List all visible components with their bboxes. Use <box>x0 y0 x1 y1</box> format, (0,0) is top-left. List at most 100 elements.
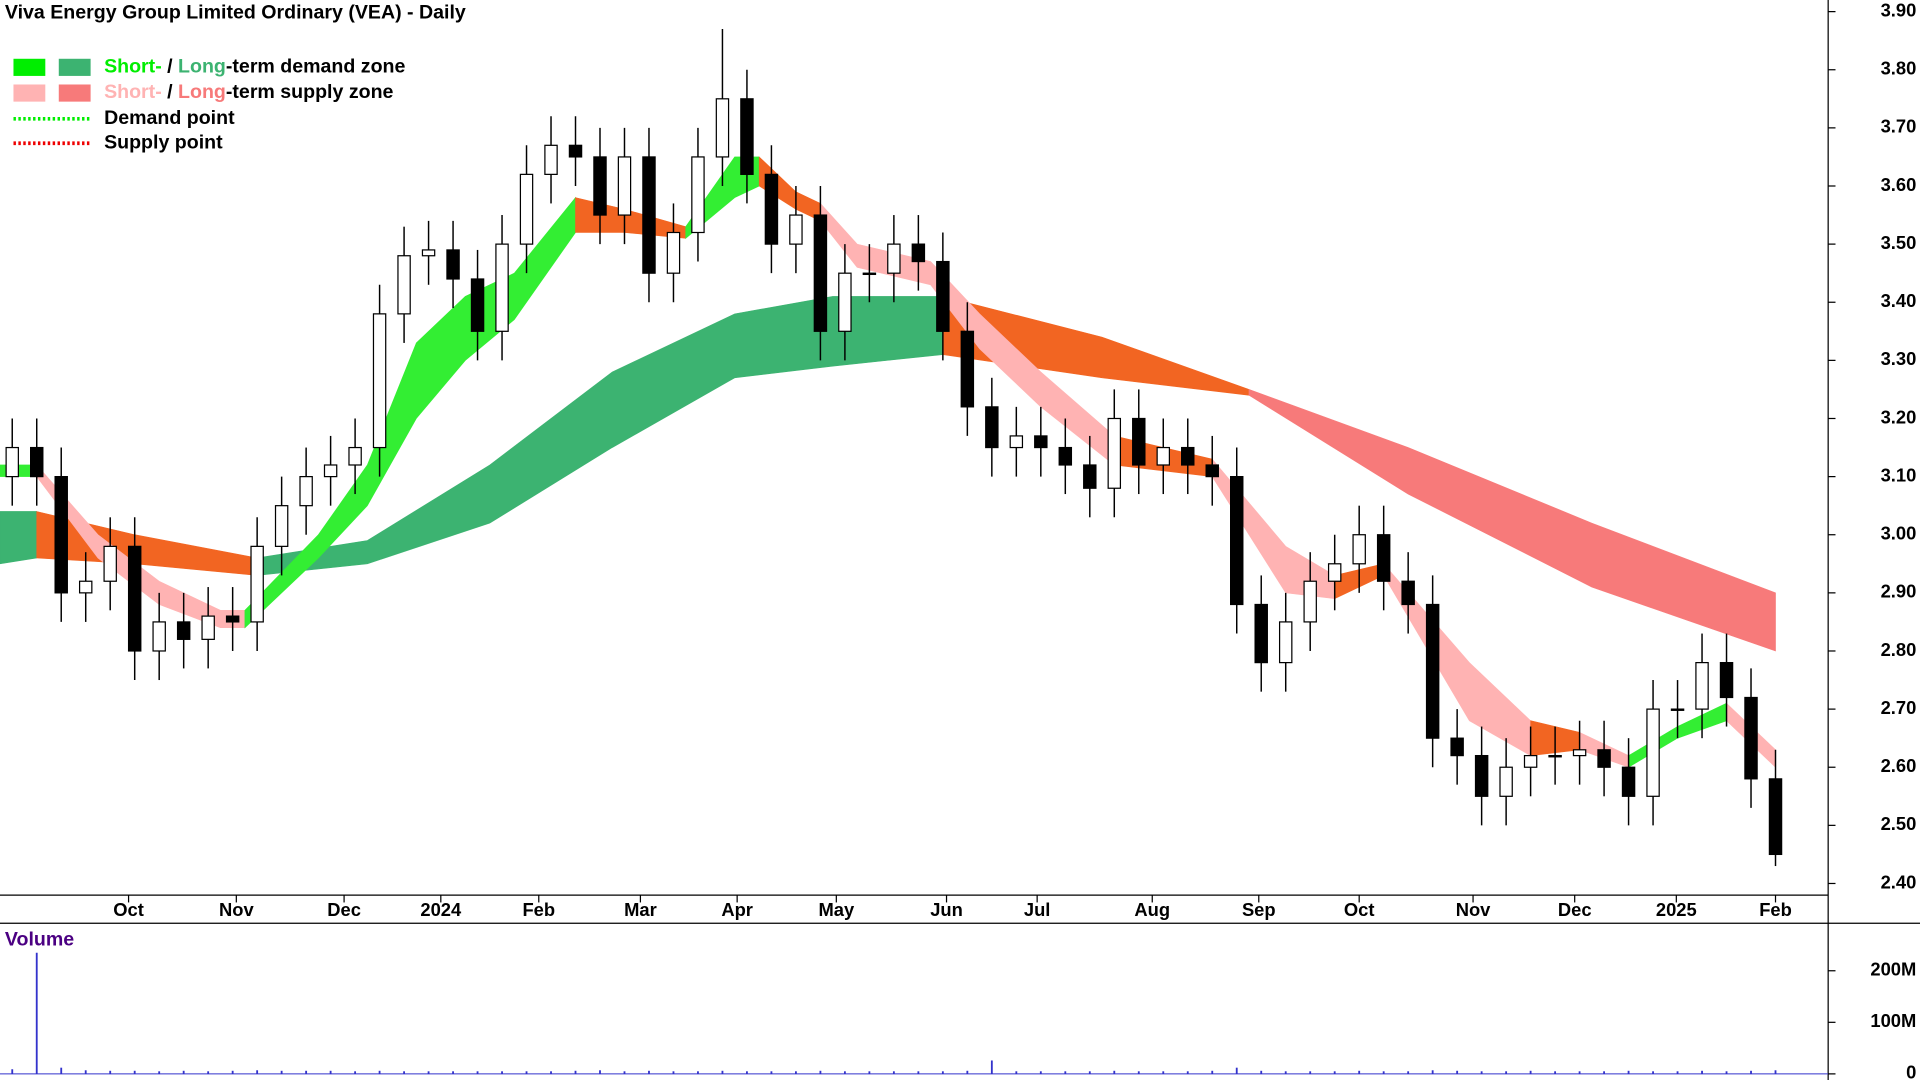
candle-body <box>642 156 656 274</box>
legend-text: Long <box>178 81 226 103</box>
candle-body <box>1621 766 1636 797</box>
candle-body <box>691 156 705 234</box>
y-tick-label: 3.00 <box>1881 523 1917 544</box>
legend-text: Supply point <box>104 131 223 153</box>
y-tick-label: 3.10 <box>1881 464 1917 485</box>
legend-text: -term demand zone <box>226 56 406 78</box>
legend-label: Supply point <box>104 131 223 153</box>
candle-body <box>127 545 142 652</box>
candle-body <box>323 464 338 478</box>
candle-body <box>1695 661 1709 710</box>
candle-body <box>225 615 240 623</box>
x-tick-label: 2025 <box>1656 899 1697 920</box>
y-tick-label: 3.80 <box>1881 58 1917 79</box>
candle-body <box>789 214 803 245</box>
x-tick-label: Nov <box>1456 899 1491 920</box>
candle-body <box>299 476 313 507</box>
candle-body <box>1254 603 1268 664</box>
candle-body <box>495 243 509 332</box>
legend-swatch <box>13 58 46 76</box>
y-tick-label: 0 <box>1906 1062 1916 1080</box>
candle-body <box>715 98 730 158</box>
candle-body <box>1425 603 1440 739</box>
candle-body <box>1205 464 1219 478</box>
candle-body <box>1572 749 1587 757</box>
candle-body <box>372 313 387 449</box>
x-tick-label: May <box>818 899 855 920</box>
candle-body <box>1107 417 1122 489</box>
candle-body <box>1303 580 1317 623</box>
candle-body <box>740 98 754 175</box>
candle-body <box>250 545 264 623</box>
legend-text: -term supply zone <box>226 81 394 103</box>
y-tick-label: 3.90 <box>1881 0 1917 20</box>
candle-body <box>1450 737 1464 757</box>
candle-body <box>5 446 19 478</box>
candle-body <box>274 505 289 547</box>
x-tick-label: Jul <box>1024 899 1051 920</box>
candle-body <box>544 144 558 175</box>
candle-body <box>1597 749 1611 768</box>
candle-body <box>152 621 166 652</box>
legend-text: / <box>162 56 178 78</box>
y-tick-label: 2.70 <box>1881 697 1917 718</box>
legend-label: Short- / Long-term supply zone <box>104 81 393 103</box>
legend-swatch <box>58 58 91 76</box>
candle-body <box>1352 534 1366 565</box>
chart-title: Viva Energy Group Limited Ordinary (VEA)… <box>5 2 466 24</box>
candle-body <box>617 156 632 216</box>
candle-body <box>54 476 68 594</box>
candle-body <box>960 330 975 408</box>
candle-body <box>1181 446 1195 466</box>
x-tick-label: Aug <box>1134 899 1170 920</box>
x-tick-label: Jun <box>930 899 963 920</box>
candle-body <box>1230 476 1244 606</box>
candle-body <box>911 243 926 263</box>
legend-label: Demand point <box>104 107 235 129</box>
candle-body <box>936 260 950 332</box>
candle-body <box>1156 446 1170 466</box>
y-tick-label: 3.40 <box>1881 290 1917 311</box>
long-zone <box>1248 388 1776 652</box>
y-tick-label: 2.40 <box>1881 871 1917 892</box>
candle-body <box>887 243 901 274</box>
volume-title: Volume <box>5 929 74 951</box>
x-tick-label: Oct <box>113 899 144 920</box>
legend-text: Short- <box>104 81 162 103</box>
candle-body <box>1278 621 1293 664</box>
candle-body <box>1474 754 1489 797</box>
candle-body <box>201 615 215 640</box>
x-tick-label: Dec <box>1558 899 1592 920</box>
candle-body <box>1034 435 1048 449</box>
candle-body <box>985 406 999 449</box>
candle-body <box>838 272 852 332</box>
candle-body <box>1499 766 1513 797</box>
candle-body <box>1376 534 1391 582</box>
candle-body <box>30 446 44 478</box>
candle-body <box>813 214 828 332</box>
x-tick-label: Feb <box>1759 899 1792 920</box>
candle-body <box>1523 754 1538 768</box>
x-tick-label: Nov <box>219 899 254 920</box>
candle-body <box>176 621 191 640</box>
zones <box>0 156 1776 768</box>
y-tick-label: 3.70 <box>1881 116 1917 137</box>
candle-body <box>1768 778 1783 856</box>
candles <box>0 29 1829 1075</box>
legend-text: Short- <box>104 56 162 78</box>
candle-body <box>1670 708 1685 711</box>
y-tick-label: 3.20 <box>1881 406 1917 427</box>
y-tick-label: 3.60 <box>1881 174 1917 195</box>
candle-body <box>1083 464 1097 489</box>
candle-body <box>1719 661 1734 699</box>
candle-body <box>1327 563 1342 582</box>
candle-body <box>1058 446 1073 466</box>
legend-text: Long <box>178 56 226 78</box>
y-tick-label: 100M <box>1870 1010 1916 1031</box>
legend-text: Demand point <box>104 107 235 129</box>
x-tick-label: Oct <box>1344 899 1375 920</box>
legend-text: / <box>162 81 178 103</box>
candle-body <box>103 545 117 582</box>
y-tick-label: 2.80 <box>1881 639 1917 660</box>
